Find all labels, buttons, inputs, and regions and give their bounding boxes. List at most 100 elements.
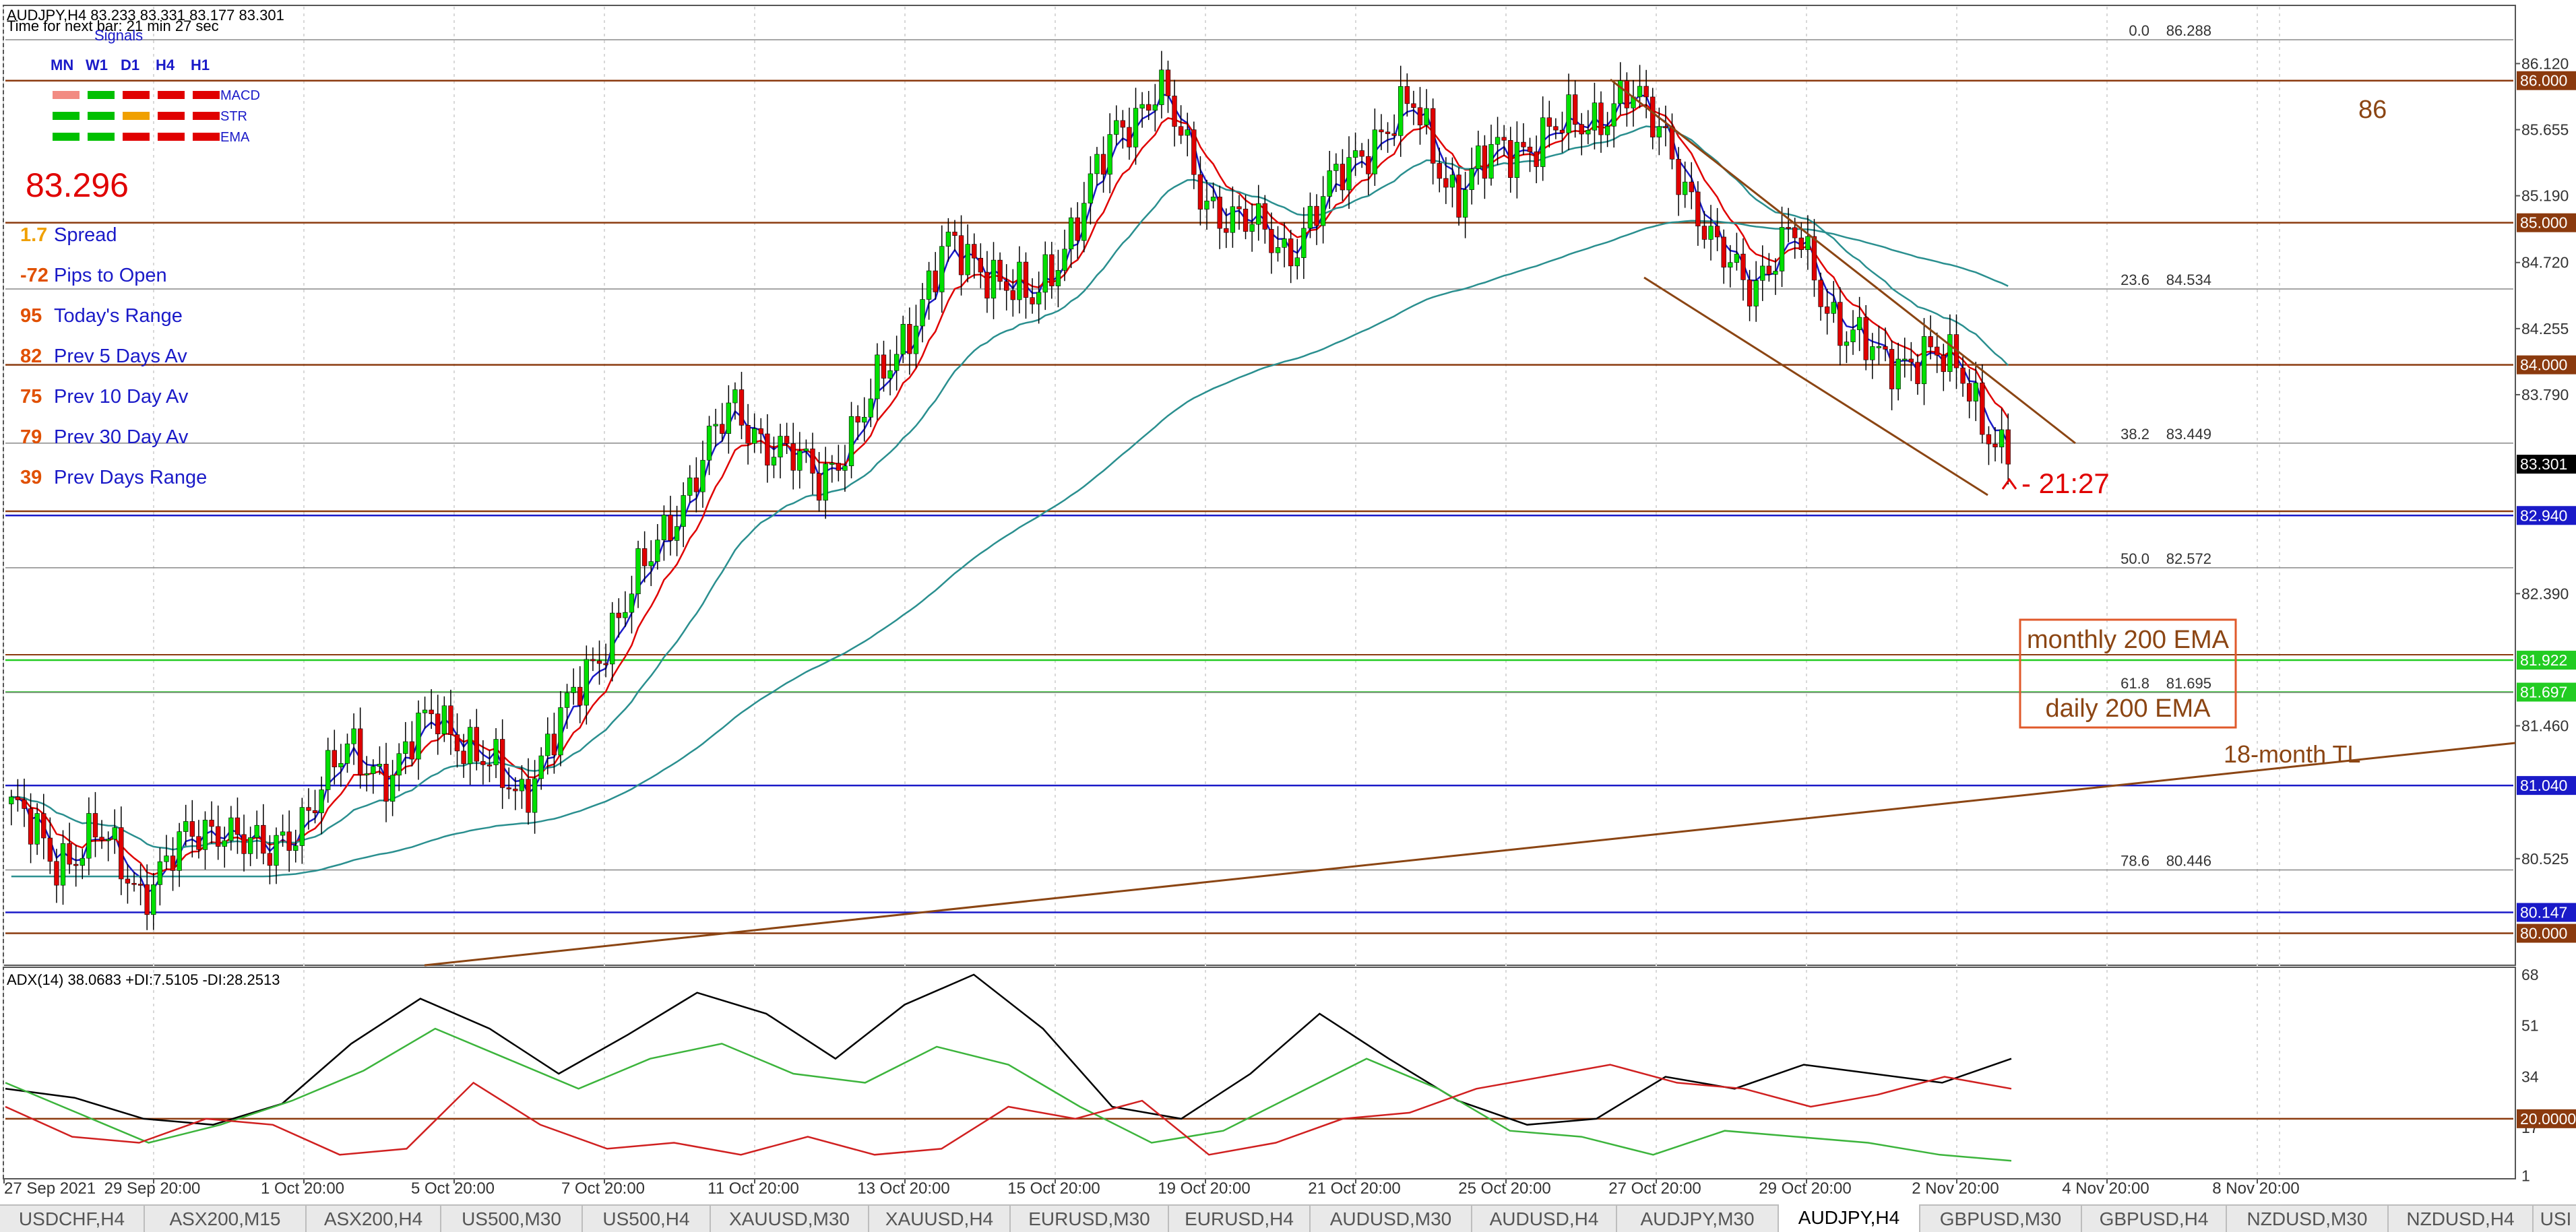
candle[interactable] bbox=[1992, 427, 1998, 462]
candle[interactable] bbox=[984, 251, 990, 313]
candle[interactable] bbox=[493, 727, 499, 779]
candle[interactable] bbox=[1055, 249, 1061, 308]
candle[interactable] bbox=[648, 540, 654, 587]
candle[interactable] bbox=[177, 822, 182, 887]
candle[interactable] bbox=[1980, 364, 1985, 444]
candle[interactable] bbox=[1431, 98, 1436, 185]
candle[interactable] bbox=[758, 418, 763, 454]
adx-series-plus-di[interactable] bbox=[5, 1027, 2012, 1162]
chart-tab[interactable]: EURUSD,H4 bbox=[1169, 1204, 1311, 1232]
candle[interactable] bbox=[1269, 212, 1274, 274]
candle[interactable] bbox=[228, 806, 234, 851]
candle[interactable] bbox=[448, 689, 453, 755]
chart-tab[interactable]: AUDJPY,M30 bbox=[1617, 1204, 1779, 1232]
candle[interactable] bbox=[1773, 258, 1778, 295]
candle[interactable] bbox=[1947, 314, 1953, 382]
candle[interactable] bbox=[1256, 185, 1261, 241]
candle[interactable] bbox=[558, 690, 563, 767]
candle[interactable] bbox=[222, 826, 227, 868]
candle[interactable] bbox=[358, 707, 363, 789]
candle[interactable] bbox=[1049, 242, 1055, 299]
candle[interactable] bbox=[991, 242, 997, 319]
candle[interactable] bbox=[739, 372, 745, 439]
candle[interactable] bbox=[978, 243, 984, 288]
chart-tab[interactable]: GBPUSD,M30 bbox=[1920, 1204, 2082, 1232]
candle[interactable] bbox=[1404, 73, 1410, 117]
chart-tab[interactable]: GBPUSD,H4 bbox=[2082, 1204, 2227, 1232]
candle[interactable] bbox=[836, 445, 842, 482]
candle[interactable] bbox=[661, 505, 667, 561]
candle[interactable] bbox=[1728, 245, 1733, 288]
candle[interactable] bbox=[519, 765, 525, 809]
candle[interactable] bbox=[286, 810, 292, 872]
candle[interactable] bbox=[1967, 368, 1972, 419]
candle[interactable] bbox=[396, 743, 402, 791]
candle[interactable] bbox=[416, 700, 421, 780]
candle[interactable] bbox=[616, 598, 621, 638]
candle[interactable] bbox=[1359, 143, 1364, 168]
chart-tab[interactable]: AUDUSD,H4 bbox=[1472, 1204, 1617, 1232]
candle[interactable] bbox=[54, 849, 59, 903]
candle[interactable] bbox=[1062, 229, 1067, 282]
candle[interactable] bbox=[965, 224, 970, 283]
candle[interactable] bbox=[2005, 413, 2011, 485]
candle[interactable] bbox=[293, 829, 299, 863]
candle[interactable] bbox=[752, 413, 757, 453]
candle[interactable] bbox=[1883, 327, 1888, 362]
candle[interactable] bbox=[299, 798, 305, 864]
candle[interactable] bbox=[454, 713, 460, 768]
candle[interactable] bbox=[441, 696, 447, 742]
candle[interactable] bbox=[422, 696, 428, 729]
candle[interactable] bbox=[364, 756, 369, 791]
candle[interactable] bbox=[551, 713, 557, 774]
candle[interactable] bbox=[848, 401, 854, 479]
candle[interactable] bbox=[545, 717, 551, 775]
candle[interactable] bbox=[1572, 80, 1578, 138]
candle[interactable] bbox=[1598, 91, 1604, 153]
candle[interactable] bbox=[887, 350, 893, 395]
candle[interactable] bbox=[1676, 147, 1681, 216]
candle[interactable] bbox=[1908, 342, 1914, 381]
candle[interactable] bbox=[170, 837, 176, 891]
candle[interactable] bbox=[351, 713, 356, 765]
candle[interactable] bbox=[1753, 261, 1759, 322]
candle[interactable] bbox=[1734, 232, 1740, 271]
candle[interactable] bbox=[1010, 269, 1015, 317]
candle[interactable] bbox=[1786, 207, 1791, 242]
candle[interactable] bbox=[765, 414, 770, 483]
candle[interactable] bbox=[700, 441, 705, 508]
candle[interactable] bbox=[332, 730, 337, 785]
candle[interactable] bbox=[1611, 82, 1616, 148]
candle[interactable] bbox=[247, 826, 253, 866]
candle[interactable] bbox=[99, 820, 104, 849]
candle[interactable] bbox=[939, 225, 945, 313]
candle[interactable] bbox=[920, 283, 925, 343]
candle[interactable] bbox=[596, 640, 602, 685]
candle[interactable] bbox=[1941, 344, 1946, 391]
candle[interactable] bbox=[1075, 202, 1080, 259]
candle[interactable] bbox=[881, 340, 887, 392]
candle[interactable] bbox=[1656, 107, 1662, 156]
candle[interactable] bbox=[461, 734, 466, 778]
chart-tab[interactable]: XAUUSD,M30 bbox=[711, 1204, 869, 1232]
candle[interactable] bbox=[1546, 100, 1552, 148]
candle[interactable] bbox=[590, 647, 596, 672]
candle[interactable] bbox=[571, 668, 576, 705]
candle[interactable] bbox=[1837, 287, 1843, 366]
candle[interactable] bbox=[131, 872, 137, 892]
candle[interactable] bbox=[862, 397, 867, 442]
candle[interactable] bbox=[1120, 110, 1125, 149]
candle[interactable] bbox=[1566, 73, 1571, 150]
candle[interactable] bbox=[732, 382, 738, 420]
candle[interactable] bbox=[933, 252, 938, 300]
candle[interactable] bbox=[1185, 112, 1190, 157]
candle[interactable] bbox=[1230, 186, 1236, 248]
candle[interactable] bbox=[972, 233, 977, 279]
candle[interactable] bbox=[803, 439, 809, 463]
candle[interactable] bbox=[312, 789, 318, 824]
candle[interactable] bbox=[1999, 408, 2005, 463]
candle[interactable] bbox=[1708, 205, 1714, 261]
candle[interactable] bbox=[196, 820, 201, 859]
chart-tab[interactable]: AUDJPY,H4 bbox=[1779, 1204, 1920, 1232]
candle[interactable] bbox=[1650, 88, 1656, 150]
